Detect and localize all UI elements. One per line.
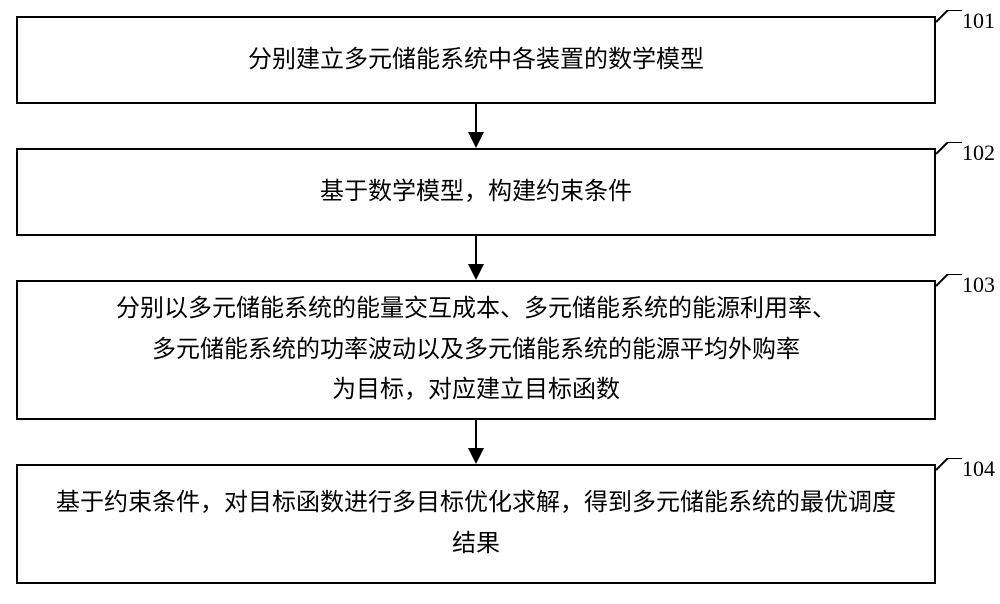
flow-node-102-line1: 基于数学模型，构建约束条件 — [320, 172, 632, 213]
flow-node-103-line1: 分别以多元储能系统的能量交互成本、多元储能系统的能源利用率、 — [116, 289, 836, 330]
step-label-104: 104 — [962, 456, 995, 482]
callout-104 — [936, 458, 962, 472]
arrow-103-104 — [0, 420, 1000, 464]
flow-node-103-line2: 多元储能系统的功率波动以及多元储能系统的能源平均外购率 — [152, 330, 800, 371]
callout-101 — [936, 10, 962, 24]
flowchart-stage: 分别建立多元储能系统中各装置的数学模型 101 基于数学模型，构建约束条件 10… — [0, 0, 1000, 604]
flow-node-101: 分别建立多元储能系统中各装置的数学模型 — [16, 16, 936, 104]
flow-node-103: 分别以多元储能系统的能量交互成本、多元储能系统的能源利用率、 多元储能系统的功率… — [16, 280, 936, 420]
flow-node-104-line1: 基于约束条件，对目标函数进行多目标优化求解，得到多元储能系统的最优调度 — [56, 483, 896, 524]
step-label-101: 101 — [962, 8, 995, 34]
step-label-102: 102 — [962, 140, 995, 166]
step-label-103: 103 — [962, 272, 995, 298]
arrow-101-102 — [0, 104, 1000, 148]
flow-node-104-line2: 结果 — [452, 524, 500, 565]
callout-103 — [936, 274, 962, 288]
callout-102 — [936, 142, 962, 156]
flow-node-104: 基于约束条件，对目标函数进行多目标优化求解，得到多元储能系统的最优调度 结果 — [16, 464, 936, 584]
flow-node-102: 基于数学模型，构建约束条件 — [16, 148, 936, 236]
arrow-102-103 — [0, 236, 1000, 280]
flow-node-101-line1: 分别建立多元储能系统中各装置的数学模型 — [248, 40, 704, 81]
flow-node-103-line3: 为目标，对应建立目标函数 — [332, 370, 620, 411]
